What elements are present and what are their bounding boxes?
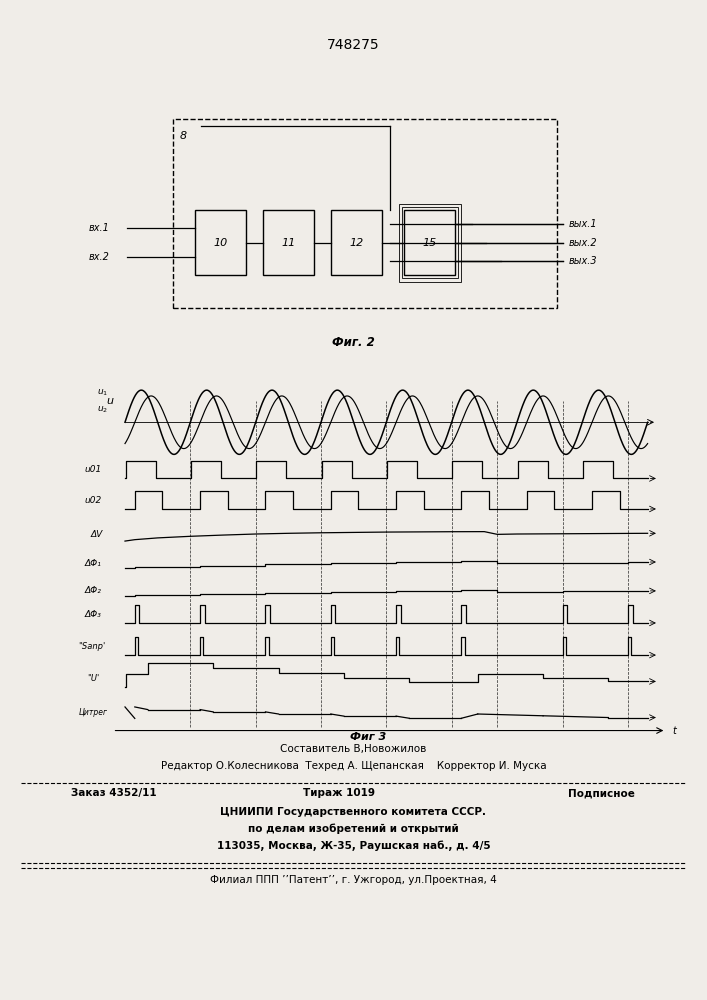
Text: 15: 15 — [423, 237, 437, 247]
Text: вых.2: вых.2 — [568, 237, 597, 247]
Bar — [402, 207, 458, 278]
Text: u: u — [106, 396, 113, 406]
Text: ΔΦ₃: ΔΦ₃ — [85, 610, 101, 619]
Text: Фиг 3: Фиг 3 — [349, 732, 386, 742]
Text: "Sanp': "Sanp' — [78, 642, 105, 651]
Text: 8: 8 — [180, 131, 187, 141]
Text: ΔV: ΔV — [90, 530, 103, 539]
Bar — [331, 210, 382, 275]
Text: вых.1: вых.1 — [568, 219, 597, 229]
Text: $u_1$: $u_1$ — [97, 388, 108, 398]
Text: 113035, Москва, Ж-35, Раушская наб., д. 4/5: 113035, Москва, Ж-35, Раушская наб., д. … — [216, 840, 491, 851]
Text: 12: 12 — [349, 237, 363, 247]
Bar — [263, 210, 314, 275]
Text: Подписное: Подписное — [568, 788, 634, 798]
Text: вх.1: вх.1 — [88, 223, 110, 233]
Text: вх.2: вх.2 — [88, 252, 110, 262]
Text: Цитрег: Цитрег — [78, 708, 107, 717]
Text: Тираж 1019: Тираж 1019 — [303, 788, 375, 798]
Text: по делам изобретений и открытий: по делам изобретений и открытий — [248, 823, 459, 834]
Text: "U': "U' — [88, 674, 100, 683]
Bar — [195, 210, 246, 275]
Text: ЦНИИПИ Государственного комитета СССР.: ЦНИИПИ Государственного комитета СССР. — [221, 807, 486, 817]
Text: t: t — [672, 726, 677, 736]
Bar — [173, 119, 557, 308]
Text: 10: 10 — [214, 237, 228, 247]
Text: 11: 11 — [281, 237, 296, 247]
Text: Составитель В,Новожилов: Составитель В,Новожилов — [280, 744, 427, 754]
Text: Заказ 4352/11: Заказ 4352/11 — [71, 788, 156, 798]
Text: Редактор О.Колесникова  Техред А. Щепанская    Корректор И. Муска: Редактор О.Колесникова Техред А. Щепанск… — [160, 761, 547, 771]
Text: u01: u01 — [85, 465, 102, 474]
Text: Фиг. 2: Фиг. 2 — [332, 336, 375, 350]
Text: Филиал ППП ’’Патент’’, г. Ужгород, ул.Проектная, 4: Филиал ППП ’’Патент’’, г. Ужгород, ул.Пр… — [210, 875, 497, 885]
Bar — [404, 210, 455, 275]
Bar — [399, 204, 461, 282]
Text: ΔΦ₂: ΔΦ₂ — [85, 586, 101, 595]
Text: ΔΦ₁: ΔΦ₁ — [85, 559, 101, 568]
Text: $u_2$: $u_2$ — [97, 405, 108, 415]
Text: u02: u02 — [85, 496, 102, 505]
Text: вых.3: вых.3 — [568, 256, 597, 266]
Text: 748275: 748275 — [327, 38, 380, 52]
